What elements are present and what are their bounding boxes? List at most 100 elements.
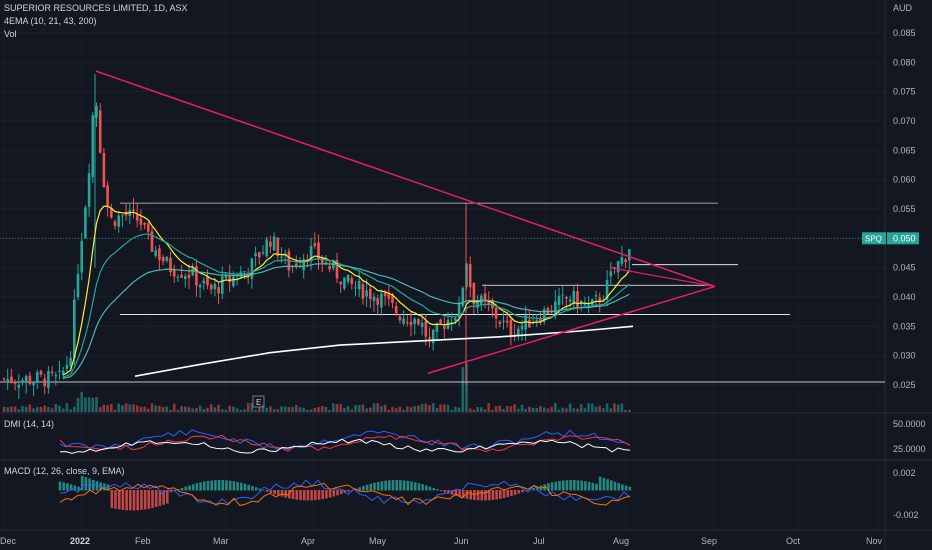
candle-body bbox=[594, 295, 598, 297]
macd-histogram-bar bbox=[565, 480, 569, 491]
macd-histogram-bar bbox=[162, 490, 165, 505]
macd-histogram-bar bbox=[450, 490, 454, 495]
candle-body bbox=[47, 371, 50, 388]
candle-body bbox=[372, 296, 376, 302]
candle-body bbox=[132, 209, 135, 211]
macd-histogram-bar bbox=[84, 477, 88, 491]
earnings-marker bbox=[252, 395, 265, 408]
volume-bar bbox=[583, 408, 587, 412]
candle-body bbox=[135, 214, 139, 221]
volume-bar bbox=[454, 406, 457, 412]
dmi-tick-label: 25.0000 bbox=[893, 444, 926, 454]
volume-bar bbox=[431, 403, 435, 412]
candle-body bbox=[509, 319, 513, 338]
x-tick-label: Dec bbox=[0, 536, 17, 546]
macd-histogram-bar bbox=[154, 490, 158, 507]
candle-body bbox=[195, 266, 198, 286]
macd-histogram-bar bbox=[510, 490, 513, 497]
macd-histogram-bar bbox=[584, 481, 587, 491]
candle-body bbox=[224, 274, 228, 278]
candle-body bbox=[95, 105, 98, 118]
volume-bar bbox=[232, 406, 235, 412]
volume-bar bbox=[202, 409, 206, 412]
macd-histogram-bar bbox=[447, 490, 450, 494]
candle-body bbox=[443, 326, 446, 329]
volume-bar bbox=[184, 406, 187, 412]
volume-bar bbox=[69, 409, 72, 412]
volume-bars bbox=[2, 363, 631, 412]
price-badge-label: 0.050 bbox=[893, 233, 916, 243]
macd-histogram-bar bbox=[180, 487, 184, 491]
candle-body bbox=[302, 259, 305, 271]
candle-body bbox=[80, 241, 83, 273]
macd-histogram-bar bbox=[388, 480, 391, 491]
volume-bar bbox=[302, 407, 305, 412]
volume-bar bbox=[487, 403, 490, 412]
triangle-edge bbox=[609, 267, 716, 288]
macd-histogram-bar bbox=[561, 480, 565, 491]
volume-bar bbox=[561, 407, 564, 412]
candle-body bbox=[361, 284, 365, 299]
volume-bar bbox=[50, 408, 54, 412]
volume-bar bbox=[39, 406, 43, 412]
volume-bar bbox=[446, 404, 450, 412]
macd-histogram-bar bbox=[406, 480, 410, 491]
volume-bar bbox=[546, 408, 550, 412]
candle-body bbox=[517, 328, 520, 336]
currency-label: AUD bbox=[893, 3, 913, 13]
candle-body bbox=[402, 318, 405, 324]
macd-histogram-bar bbox=[269, 490, 273, 493]
earnings-marker-label: E bbox=[256, 398, 261, 407]
candle-body bbox=[73, 299, 76, 359]
ema-43-line bbox=[63, 263, 630, 379]
y-tick-label: 0.055 bbox=[893, 204, 916, 214]
volume-bar bbox=[110, 403, 113, 412]
volume-bar bbox=[95, 397, 98, 412]
macd-histogram-bar bbox=[321, 490, 324, 500]
macd-histogram-bar bbox=[587, 481, 591, 491]
candle-body bbox=[457, 302, 461, 318]
volume-bar bbox=[106, 404, 109, 412]
candle-body bbox=[424, 321, 428, 337]
volume-bar bbox=[554, 403, 557, 412]
macd-histogram-bar bbox=[580, 480, 583, 491]
candle-body bbox=[483, 293, 487, 301]
dmi-minus-line bbox=[59, 434, 631, 453]
candle-body bbox=[191, 268, 194, 276]
volume-bar bbox=[117, 403, 120, 412]
candle-body bbox=[276, 238, 280, 256]
volume-bar bbox=[283, 406, 287, 412]
macd-histogram-bar bbox=[147, 490, 151, 509]
volume-bar bbox=[346, 406, 350, 412]
volume-bar bbox=[509, 406, 513, 412]
candle-body bbox=[583, 303, 587, 306]
macd-histogram-bar bbox=[517, 490, 521, 494]
x-tick-label: Apr bbox=[301, 536, 315, 546]
volume-bar bbox=[17, 409, 21, 412]
volume-bar bbox=[557, 409, 561, 412]
volume-bar bbox=[272, 408, 276, 412]
ascending-trendline bbox=[427, 285, 716, 374]
volume-bar bbox=[246, 403, 250, 412]
volume-bar bbox=[602, 408, 605, 412]
candle-body bbox=[391, 294, 394, 303]
candle-body bbox=[520, 325, 524, 330]
candle-body bbox=[528, 319, 531, 328]
candle-body bbox=[628, 249, 631, 261]
volume-bar bbox=[406, 406, 409, 412]
macd-label: MACD (12, 26, close, 9, EMA) bbox=[4, 466, 125, 476]
volume-bar bbox=[628, 409, 631, 412]
volume-bar bbox=[180, 406, 183, 412]
macd-histogram-bar bbox=[66, 483, 69, 491]
macd-histogram-bar bbox=[158, 490, 162, 506]
volume-bar bbox=[228, 405, 231, 412]
macd-histogram-bar bbox=[314, 490, 317, 501]
volume-bar bbox=[439, 404, 442, 412]
macd-histogram-bar bbox=[232, 481, 236, 491]
macd-histogram-bar bbox=[569, 480, 572, 491]
macd-histogram-bar bbox=[258, 488, 262, 491]
volume-bar bbox=[491, 409, 494, 412]
volume-bar bbox=[128, 404, 132, 412]
y-tick-label: 0.070 bbox=[893, 116, 916, 126]
